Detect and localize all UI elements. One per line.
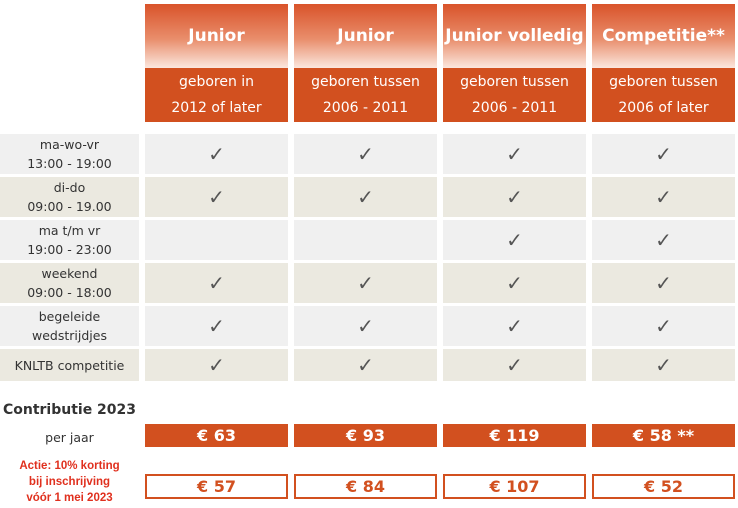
- check-icon: ✓: [655, 228, 672, 252]
- row-label-line2: 09:00 - 19.00: [27, 199, 112, 214]
- row-label-weekend: weekend 09:00 - 18:00: [0, 263, 139, 303]
- table-cell: [145, 220, 288, 260]
- table-cell: ✓: [592, 134, 735, 174]
- check-icon: ✓: [506, 353, 523, 377]
- row-label-line1: ma-wo-vr: [39, 137, 100, 152]
- table-cell: [294, 220, 437, 260]
- table-cell: ✓: [443, 134, 586, 174]
- column-header-competitie: Competitie**: [592, 4, 735, 68]
- check-icon: ✓: [357, 185, 374, 209]
- table-cell: ✓: [443, 220, 586, 260]
- check-icon: ✓: [655, 185, 672, 209]
- column-title: Competitie**: [602, 26, 725, 46]
- table-cell: ✓: [145, 306, 288, 346]
- check-icon: ✓: [655, 353, 672, 377]
- table-cell: ✓: [443, 306, 586, 346]
- check-icon: ✓: [357, 353, 374, 377]
- column-header-junior: Junior: [294, 4, 437, 68]
- row-label-ma-wo-vr: ma-wo-vr 13:00 - 19:00: [0, 134, 139, 174]
- row-label-ma-tm-vr: ma t/m vr 19:00 - 23:00: [0, 220, 139, 260]
- row-label-line2: 09:00 - 18:00: [27, 285, 112, 300]
- check-icon: ✓: [506, 185, 523, 209]
- table-cell: ✓: [592, 306, 735, 346]
- table-cell: ✓: [443, 177, 586, 217]
- row-label-line2: wedstrijdjes: [32, 328, 107, 343]
- price-junior-young: € 63: [145, 424, 288, 447]
- check-icon: ✓: [208, 314, 225, 338]
- column-title: Junior: [188, 26, 245, 46]
- table-cell: ✓: [592, 263, 735, 303]
- check-icon: ✓: [208, 185, 225, 209]
- row-label-line1: begeleide: [38, 309, 101, 324]
- check-icon: ✓: [357, 271, 374, 295]
- promo-label-line1: Actie: 10% korting: [19, 460, 120, 472]
- check-icon: ✓: [357, 314, 374, 338]
- column-subheader-junior: geboren tussen 2006 - 2011: [294, 68, 437, 122]
- table-cell: ✓: [294, 306, 437, 346]
- check-icon: ✓: [506, 142, 523, 166]
- table-cell: ✓: [592, 349, 735, 381]
- column-subtitle-line2: 2006 of later: [618, 100, 709, 116]
- row-label-line1: weekend: [41, 266, 98, 281]
- table-cell: ✓: [443, 263, 586, 303]
- column-subtitle-line2: 2012 of later: [171, 100, 262, 116]
- check-icon: ✓: [506, 271, 523, 295]
- column-header-junior-volledig: Junior volledig: [443, 4, 586, 68]
- check-icon: ✓: [208, 142, 225, 166]
- check-icon: ✓: [506, 228, 523, 252]
- check-icon: ✓: [357, 142, 374, 166]
- table-cell: ✓: [294, 263, 437, 303]
- column-subtitle-line1: geboren tussen: [311, 74, 420, 90]
- row-label-line2: 13:00 - 19:00: [27, 156, 112, 171]
- check-icon: ✓: [208, 353, 225, 377]
- row-label-begeleide-wedstrijdjes: begeleide wedstrijdjes: [0, 306, 139, 346]
- table-cell: ✓: [592, 220, 735, 260]
- promo-label-line3: vóór 1 mei 2023: [26, 492, 113, 504]
- column-header-junior-young: Junior: [145, 4, 288, 68]
- column-subtitle-line2: 2006 - 2011: [471, 100, 558, 116]
- check-icon: ✓: [655, 142, 672, 166]
- check-icon: ✓: [655, 314, 672, 338]
- check-icon: ✓: [208, 271, 225, 295]
- table-cell: ✓: [294, 177, 437, 217]
- column-title: Junior volledig: [445, 26, 584, 46]
- table-cell: ✓: [443, 349, 586, 381]
- column-subtitle-line1: geboren tussen: [609, 74, 718, 90]
- promo-label-line2: bij inschrijving: [28, 476, 111, 488]
- column-subheader-junior-volledig: geboren tussen 2006 - 2011: [443, 68, 586, 122]
- column-subtitle-line2: 2006 - 2011: [322, 100, 409, 116]
- check-icon: ✓: [506, 314, 523, 338]
- row-label-line1: ma t/m vr: [38, 223, 101, 238]
- column-subtitle-line1: geboren tussen: [460, 74, 569, 90]
- promo-price-junior-young: € 57: [145, 474, 288, 499]
- row-label-di-do: di-do 09:00 - 19.00: [0, 177, 139, 217]
- promo-label: Actie: 10% korting bij inschrijving vóór…: [0, 456, 139, 508]
- promo-price-junior-volledig: € 107: [443, 474, 586, 499]
- per-year-label: per jaar: [45, 429, 94, 445]
- row-label-line1: di-do: [53, 180, 86, 195]
- promo-price-junior: € 84: [294, 474, 437, 499]
- table-cell: ✓: [145, 177, 288, 217]
- row-label-knltb-competitie: KNLTB competitie: [0, 349, 139, 381]
- price-junior: € 93: [294, 424, 437, 447]
- table-cell: ✓: [592, 177, 735, 217]
- row-label-line2: 19:00 - 23:00: [27, 242, 112, 257]
- column-subtitle-line1: geboren in: [178, 74, 255, 90]
- table-cell: ✓: [145, 134, 288, 174]
- price-junior-volledig: € 119: [443, 424, 586, 447]
- table-cell: ✓: [294, 134, 437, 174]
- check-icon: ✓: [655, 271, 672, 295]
- promo-price-competitie: € 52: [592, 474, 735, 499]
- row-label-line1: KNLTB competitie: [14, 357, 125, 373]
- price-competitie: € 58 **: [592, 424, 735, 447]
- contributie-title: Contributie 2023: [2, 402, 137, 418]
- column-subheader-junior-young: geboren in 2012 of later: [145, 68, 288, 122]
- column-subheader-competitie: geboren tussen 2006 of later: [592, 68, 735, 122]
- table-cell: ✓: [294, 349, 437, 381]
- column-title: Junior: [337, 26, 394, 46]
- table-cell: ✓: [145, 349, 288, 381]
- table-cell: ✓: [145, 263, 288, 303]
